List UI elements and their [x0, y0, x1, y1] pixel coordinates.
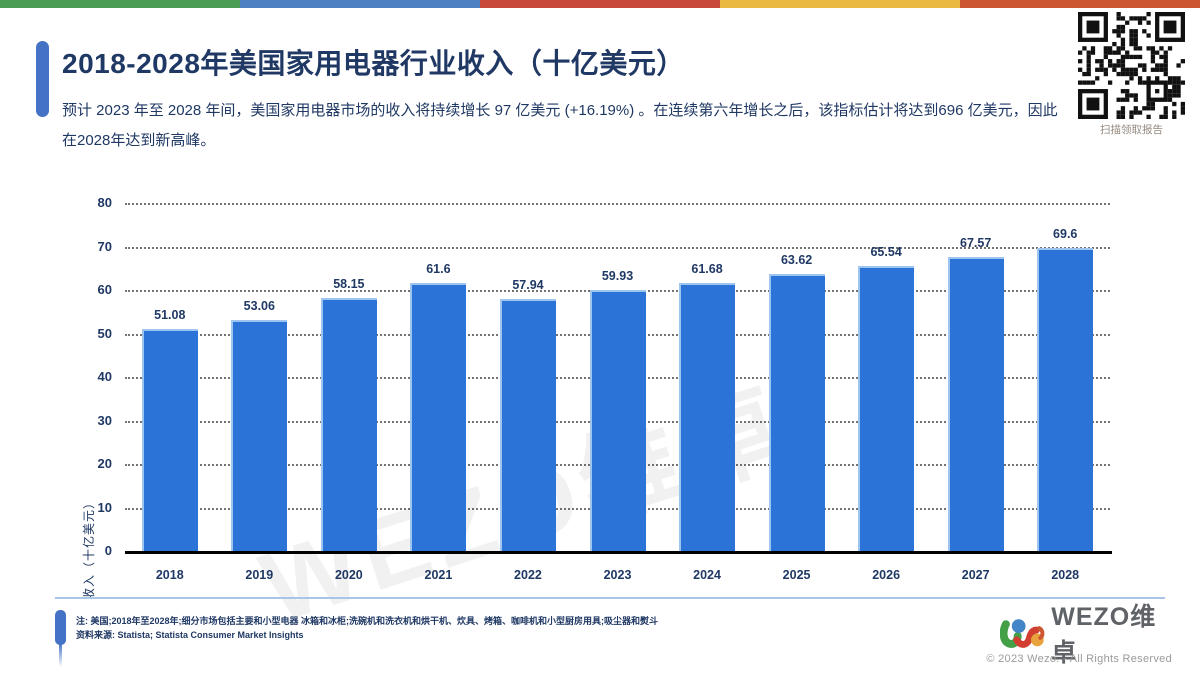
qr-code — [1078, 12, 1185, 119]
y-tick-label: 40 — [97, 369, 112, 384]
wezo-logo-icon — [1000, 619, 1045, 648]
bar-value-label: 53.06 — [243, 299, 275, 314]
page-subtitle: 预计 2023 年至 2028 年间，美国家用电器市场的收入将持续增长 97 亿… — [62, 102, 1058, 149]
bar-value-label: 65.54 — [870, 244, 902, 259]
y-tick-label: 60 — [97, 282, 112, 297]
bar-2018 — [141, 328, 198, 551]
bar-value-label: 51.08 — [154, 307, 186, 322]
footer-accent-tail — [59, 643, 62, 667]
x-tick-label: 2028 — [1051, 568, 1080, 582]
bar-value-label: 59.93 — [601, 269, 634, 284]
footnote: 注: 美国;2018年至2028年;细分市场包括主要和小型电器 冰箱和冰柜;洗碗… — [76, 614, 836, 642]
x-tick-label: 2027 — [961, 568, 990, 582]
y-tick-label: 70 — [97, 238, 112, 254]
revenue-bar-chart: WEZO维卓 收入（十亿美元） 0102030405060708051.0820… — [0, 185, 1200, 644]
x-tick-label: 2021 — [424, 568, 453, 582]
bar-value-label: 63.62 — [780, 253, 813, 268]
footnote-source: 资料来源: Statista; Statista Consumer Market… — [76, 630, 304, 640]
top-color-strip — [0, 0, 1200, 8]
x-tick-label: 2022 — [514, 568, 542, 582]
x-axis-line — [125, 551, 1112, 554]
bar-2026 — [858, 265, 915, 551]
bar-value-label: 69.6 — [1053, 227, 1078, 242]
bar-2024 — [679, 282, 736, 551]
wezo-logo-text: WEZO维卓 — [1051, 603, 1157, 667]
bar-2025 — [768, 274, 825, 551]
bar-2019 — [231, 320, 288, 551]
y-tick-label: 10 — [97, 499, 112, 515]
bar-value-label: 67.57 — [960, 236, 992, 251]
gridline — [125, 203, 1110, 205]
gridline — [125, 246, 1110, 249]
x-tick-label: 2023 — [603, 568, 632, 582]
bar-2028 — [1037, 248, 1094, 551]
x-tick-label: 2020 — [334, 568, 363, 582]
bar-value-label: 61.6 — [426, 262, 451, 277]
bar-value-label: 57.94 — [512, 277, 544, 292]
x-tick-label: 2025 — [782, 568, 811, 582]
y-tick-label: 80 — [97, 195, 112, 210]
bar-2023 — [589, 290, 646, 551]
strip-segment — [960, 0, 1200, 8]
x-tick-label: 2024 — [693, 568, 721, 582]
bar-2020 — [320, 298, 377, 551]
x-tick-label: 2026 — [872, 568, 901, 582]
footer-accent-bar — [55, 610, 66, 645]
plot-area: 0 10 20 30 40 50 60 70 80 51.08 2018 53.06 2019 58.15… — [98, 195, 1110, 582]
bar-2027 — [947, 257, 1004, 551]
bar-2021 — [410, 283, 467, 551]
y-tick-label: 30 — [97, 412, 112, 428]
page-title: 2018-2028年美国家用电器行业收入（十亿美元） — [62, 48, 685, 79]
bar-value-label: 58.15 — [333, 277, 365, 292]
copyright: © 2023 Wezo. - All Rights Reserved — [986, 653, 1172, 665]
y-tick-label: 20 — [97, 456, 112, 471]
strip-segment — [240, 0, 480, 8]
bar-2022 — [499, 298, 556, 551]
bar-value-label: 61.68 — [691, 261, 723, 276]
y-tick-label: 0 — [104, 543, 112, 558]
footnote-note: 注: 美国;2018年至2028年;细分市场包括主要和小型电器 冰箱和冰柜;洗碗… — [76, 616, 659, 626]
qr-caption: 扫描领取报告 — [1100, 124, 1163, 136]
strip-segment — [720, 0, 960, 8]
x-tick-label: 2018 — [155, 568, 184, 582]
footer-divider — [55, 597, 1165, 599]
x-tick-label: 2019 — [245, 568, 274, 582]
title-accent-bar — [36, 41, 49, 117]
wezo-logo: WEZO维卓 — [1000, 603, 1180, 667]
strip-segment — [480, 0, 720, 8]
y-tick-label: 50 — [97, 325, 112, 341]
strip-segment — [0, 0, 240, 8]
